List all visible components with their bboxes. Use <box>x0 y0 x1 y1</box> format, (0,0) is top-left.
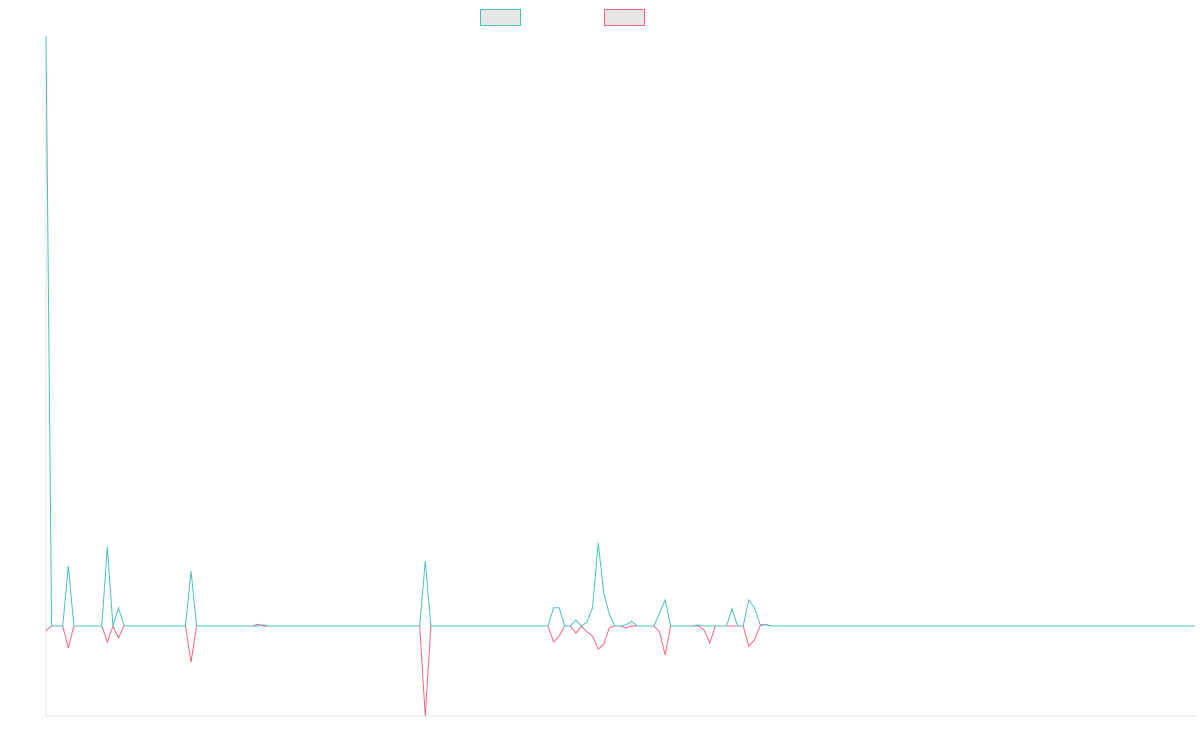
legend-swatch[interactable] <box>604 9 645 26</box>
legend-swatch[interactable] <box>480 9 521 26</box>
line-series <box>45 35 1195 627</box>
line-series <box>45 623 1195 717</box>
